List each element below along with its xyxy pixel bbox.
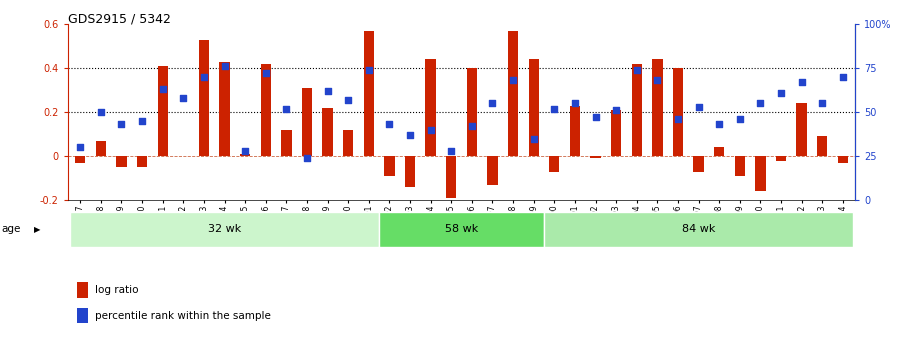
Bar [508, 31, 519, 156]
Bar [693, 156, 704, 171]
Bar [776, 156, 786, 160]
Bar [261, 64, 271, 156]
Point [588, 115, 603, 120]
Point [238, 148, 252, 154]
Bar [137, 156, 148, 167]
Text: log ratio: log ratio [95, 285, 138, 295]
Point [403, 132, 417, 138]
Bar [322, 108, 333, 156]
Bar [157, 66, 167, 156]
Text: percentile rank within the sample: percentile rank within the sample [95, 311, 271, 321]
Bar [446, 156, 456, 198]
Point [300, 155, 314, 161]
Point [485, 101, 500, 106]
Point [774, 90, 788, 96]
Bar [425, 59, 436, 156]
Point [567, 101, 582, 106]
Text: ▶: ▶ [34, 225, 41, 234]
Bar [570, 106, 580, 156]
Text: age: age [2, 225, 21, 234]
Bar [549, 156, 559, 171]
Bar [199, 40, 209, 156]
Bar [796, 104, 806, 156]
Point [196, 74, 211, 80]
Point [795, 79, 809, 85]
Bar [544, 212, 853, 247]
Point [712, 122, 727, 127]
Bar [838, 156, 848, 163]
Bar [70, 212, 379, 247]
Bar [653, 59, 662, 156]
Bar [611, 110, 622, 156]
Bar [343, 130, 353, 156]
Point [753, 101, 767, 106]
Text: 32 wk: 32 wk [208, 225, 241, 234]
Point [630, 67, 644, 73]
Point [73, 145, 88, 150]
Bar [240, 154, 251, 156]
Point [259, 71, 273, 76]
Bar [405, 156, 415, 187]
Bar [632, 64, 642, 156]
Bar [467, 68, 477, 156]
Bar [817, 136, 827, 156]
Text: 84 wk: 84 wk [681, 225, 715, 234]
Point [176, 95, 191, 101]
Bar [672, 68, 683, 156]
Bar [735, 156, 745, 176]
Bar [219, 61, 230, 156]
Bar [487, 156, 498, 185]
Point [506, 78, 520, 83]
Point [444, 148, 459, 154]
Bar [379, 212, 544, 247]
Bar [529, 59, 538, 156]
Point [609, 108, 624, 113]
Bar [281, 130, 291, 156]
Point [650, 78, 664, 83]
Point [217, 63, 232, 69]
Point [691, 104, 706, 110]
Point [382, 122, 396, 127]
Point [547, 106, 561, 111]
Bar [301, 88, 312, 156]
Point [732, 116, 747, 122]
Text: GDS2915 / 5342: GDS2915 / 5342 [68, 12, 171, 25]
Bar [117, 156, 127, 167]
Bar [96, 141, 106, 156]
Bar [590, 156, 601, 158]
Bar [364, 31, 374, 156]
Point [424, 127, 438, 132]
Point [114, 122, 129, 127]
Bar [714, 147, 724, 156]
Point [341, 97, 356, 102]
Point [835, 74, 850, 80]
Point [671, 116, 685, 122]
Point [135, 118, 149, 124]
Bar [385, 156, 395, 176]
Point [320, 88, 335, 94]
Point [362, 67, 376, 73]
Point [156, 87, 170, 92]
Point [815, 101, 830, 106]
Bar [756, 156, 766, 191]
Point [527, 136, 541, 141]
Point [279, 106, 293, 111]
Text: 58 wk: 58 wk [445, 225, 478, 234]
Bar [75, 156, 85, 163]
Point [464, 124, 479, 129]
Point [93, 109, 108, 115]
